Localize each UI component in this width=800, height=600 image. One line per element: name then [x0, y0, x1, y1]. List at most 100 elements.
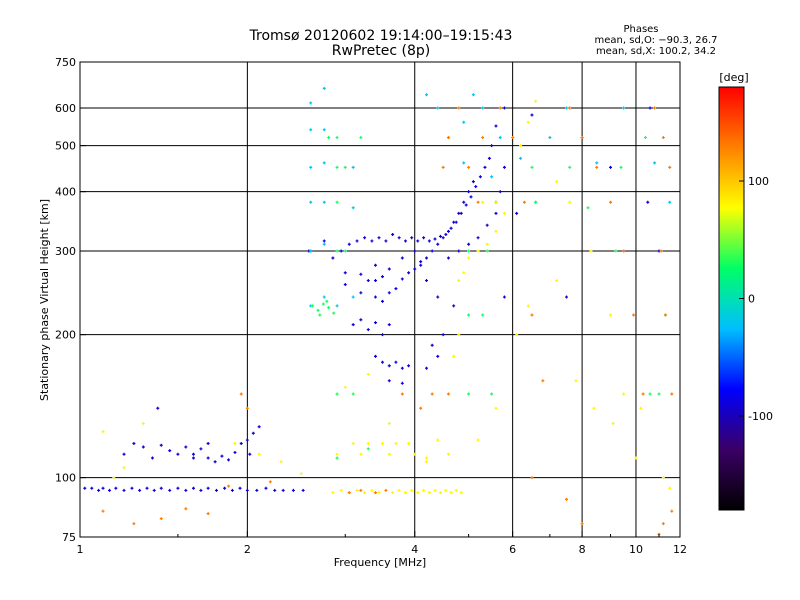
data-point	[462, 120, 466, 124]
data-point	[595, 165, 599, 169]
data-point	[366, 279, 370, 283]
data-point	[168, 449, 172, 453]
y-tick-label: 500	[55, 140, 76, 153]
data-point	[467, 242, 471, 246]
data-point	[335, 456, 339, 460]
data-point	[156, 406, 160, 410]
data-point	[347, 242, 351, 246]
data-point	[413, 452, 417, 456]
phases-x-stats: mean, sd,X: 100.2, 34.2	[596, 46, 716, 57]
phases-o-stats: mean, sd,O: −90.3, 26.7	[595, 35, 718, 46]
data-point	[425, 279, 429, 283]
data-point	[176, 486, 180, 490]
data-point	[191, 456, 195, 460]
data-point	[413, 267, 417, 271]
data-point	[351, 442, 355, 446]
data-point	[380, 299, 384, 303]
data-point	[494, 211, 498, 215]
data-point	[494, 229, 498, 233]
data-point	[112, 476, 116, 480]
data-point	[311, 304, 315, 308]
data-point	[400, 392, 404, 396]
data-point	[191, 486, 195, 490]
data-point	[530, 165, 534, 169]
data-point	[309, 101, 313, 105]
data-point	[487, 156, 491, 160]
data-point	[351, 206, 355, 210]
data-point	[347, 491, 351, 495]
data-point	[377, 491, 381, 495]
data-point	[441, 165, 445, 169]
echo-points	[83, 86, 674, 536]
data-point	[366, 447, 370, 451]
data-point	[245, 438, 249, 442]
data-point	[400, 366, 404, 370]
data-point	[394, 360, 398, 364]
data-point	[257, 452, 261, 456]
data-point	[397, 488, 401, 492]
data-point	[199, 447, 203, 451]
data-point	[471, 93, 475, 97]
data-point	[335, 304, 339, 308]
data-point	[233, 442, 237, 446]
data-point	[452, 354, 456, 358]
data-point	[422, 236, 426, 240]
data-point	[422, 488, 426, 492]
data-point	[467, 313, 471, 317]
data-point	[661, 522, 665, 526]
data-point	[481, 136, 485, 140]
data-point	[595, 161, 599, 165]
data-point	[481, 313, 485, 317]
plot-frame	[79, 61, 681, 538]
data-point	[452, 220, 456, 224]
y-tick-label: 300	[55, 245, 76, 258]
data-point	[490, 392, 494, 396]
data-point	[634, 456, 638, 460]
data-point	[335, 200, 339, 204]
data-point	[580, 522, 584, 526]
data-point	[498, 106, 502, 110]
data-point	[264, 486, 268, 490]
data-point	[526, 304, 530, 308]
data-point	[555, 180, 559, 184]
data-point	[366, 442, 370, 446]
data-point	[394, 442, 398, 446]
data-point	[168, 488, 172, 492]
data-point	[373, 263, 377, 267]
data-point	[322, 295, 326, 299]
data-point	[318, 313, 322, 317]
data-point	[474, 185, 478, 189]
x-tick-label: 10	[629, 543, 643, 556]
data-point	[430, 343, 434, 347]
data-point	[441, 236, 445, 240]
data-point	[502, 165, 506, 169]
data-point	[580, 136, 584, 140]
data-point	[184, 488, 188, 492]
data-point	[565, 106, 569, 110]
data-point	[380, 442, 384, 446]
data-point	[586, 206, 590, 210]
data-point	[639, 406, 643, 410]
data-point	[366, 328, 370, 332]
data-point	[454, 488, 458, 492]
data-point	[251, 431, 255, 435]
data-point	[335, 165, 339, 169]
data-point	[332, 311, 336, 315]
data-point	[322, 86, 326, 90]
data-point	[400, 381, 404, 385]
data-point	[321, 302, 325, 306]
data-point	[444, 488, 448, 492]
data-point	[176, 452, 180, 456]
data-point	[476, 236, 480, 240]
data-point	[438, 491, 442, 495]
phases-heading: Phases	[623, 24, 658, 35]
data-point	[530, 313, 534, 317]
data-point	[343, 165, 347, 169]
colorbar-tick-label: -100	[748, 410, 773, 423]
data-point	[541, 379, 545, 383]
data-point	[343, 249, 347, 253]
chart-title: Tromsø 20120602 19:14:00–19:15:43	[249, 28, 513, 44]
data-point	[485, 223, 489, 227]
data-point	[384, 239, 388, 243]
data-point	[159, 486, 163, 490]
